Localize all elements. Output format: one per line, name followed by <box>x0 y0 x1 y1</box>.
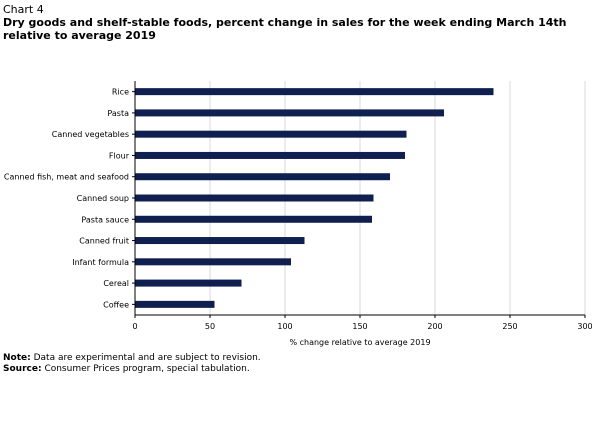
category-label: Coffee <box>103 300 129 309</box>
source-text: Consumer Prices program, special tabulat… <box>44 364 250 374</box>
x-tick-label: 200 <box>427 322 442 331</box>
x-tick-label: 150 <box>352 322 367 331</box>
bar <box>135 151 405 159</box>
axes <box>132 81 586 318</box>
category-labels: Rice Pasta Canned vegetables Flour Canned fi… <box>4 88 130 310</box>
bar <box>135 173 390 181</box>
x-tick-label: 100 <box>277 322 292 331</box>
category-label: Cereal <box>103 279 129 288</box>
chart-number-label: Chart 4 <box>3 3 44 16</box>
category-label: Canned fish, meat and seafood <box>4 173 129 182</box>
source-line: Source: Consumer Prices program, special… <box>3 364 261 375</box>
bars <box>135 88 494 308</box>
bar <box>135 88 494 96</box>
bar <box>135 279 242 287</box>
bar <box>135 194 374 202</box>
x-axis-title: % change relative to average 2019 <box>289 338 430 347</box>
category-label: Canned vegetables <box>52 130 129 139</box>
category-label: Canned fruit <box>79 237 129 246</box>
bar <box>135 300 215 308</box>
bar <box>135 237 305 245</box>
category-label: Pasta sauce <box>81 215 129 224</box>
category-label: Pasta <box>107 109 129 118</box>
source-label: Source: <box>3 364 42 374</box>
category-label: Flour <box>109 151 130 160</box>
x-tick-label: 250 <box>502 322 517 331</box>
x-tick-label: 300 <box>577 322 592 331</box>
bar <box>135 130 407 138</box>
note-label: Note: <box>3 353 31 363</box>
category-label: Infant formula <box>72 258 129 267</box>
chart-title: Dry goods and shelf-stable foods, percen… <box>3 16 567 42</box>
bar <box>135 258 291 266</box>
x-tick-labels: 0 50 100 150 200 250 300 <box>132 322 592 331</box>
bar <box>135 109 444 117</box>
note-line: Note: Data are experimental and are subj… <box>3 353 261 364</box>
notes-block: Note: Data are experimental and are subj… <box>3 353 261 375</box>
x-tick-label: 0 <box>132 322 137 331</box>
x-tick-label: 50 <box>205 322 215 331</box>
category-label: Canned soup <box>77 194 129 203</box>
category-label: Rice <box>112 88 129 97</box>
note-text: Data are experimental and are subject to… <box>33 353 261 363</box>
bar <box>135 215 372 223</box>
